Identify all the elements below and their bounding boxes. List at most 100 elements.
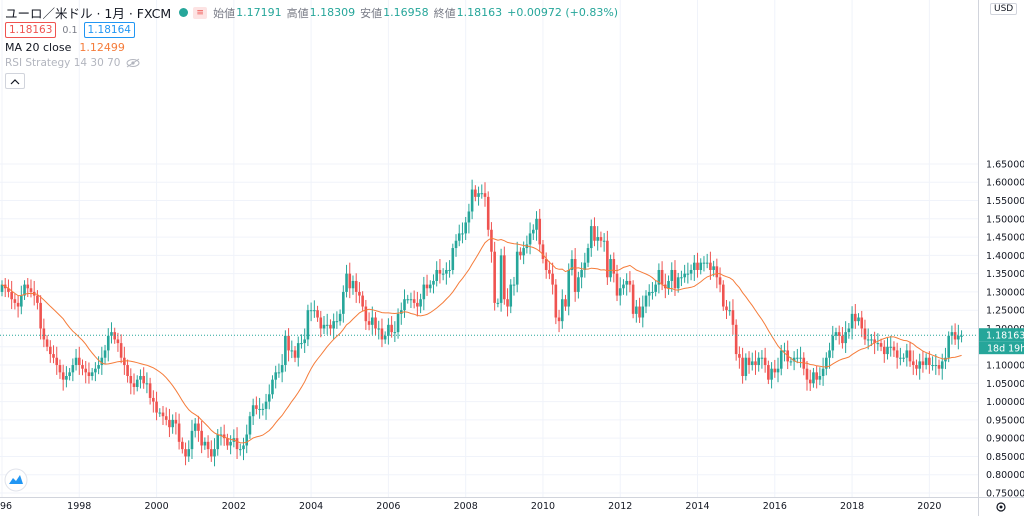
candle-body[interactable] [261, 408, 265, 410]
candle-body[interactable] [638, 306, 641, 318]
candle-body[interactable] [683, 273, 686, 278]
candle-body[interactable] [0, 284, 4, 292]
candle-body[interactable] [7, 288, 10, 292]
candle-body[interactable] [184, 449, 187, 457]
candle-body[interactable] [371, 317, 374, 325]
candle-body[interactable] [721, 284, 725, 307]
candle-body[interactable] [770, 368, 773, 380]
candle-body[interactable] [277, 372, 281, 374]
candle-body[interactable] [226, 438, 229, 446]
candle-body[interactable] [541, 244, 545, 260]
candle-body[interactable] [477, 193, 480, 197]
candle-body[interactable] [374, 317, 377, 329]
candle-body[interactable] [387, 324, 390, 336]
candle-body[interactable] [242, 445, 245, 450]
candle-body[interactable] [155, 401, 158, 413]
candle-body[interactable] [564, 299, 567, 307]
candle-body[interactable] [219, 434, 223, 436]
candle-body[interactable] [886, 346, 889, 355]
candle-body[interactable] [445, 269, 448, 274]
candle-body[interactable] [818, 376, 822, 380]
candle-body[interactable] [734, 324, 738, 355]
candle-body[interactable] [792, 357, 796, 362]
candle-body[interactable] [438, 269, 442, 274]
candle-body[interactable] [71, 365, 75, 373]
candle-body[interactable] [26, 284, 30, 289]
candle-body[interactable] [348, 273, 352, 289]
candle-body[interactable] [805, 368, 809, 380]
candle-body[interactable] [931, 365, 934, 367]
candle-body[interactable] [29, 288, 33, 292]
candle-body[interactable] [135, 379, 139, 387]
candle-body[interactable] [145, 383, 149, 385]
currency-button[interactable]: USD [990, 3, 1018, 15]
candle-body[interactable] [187, 449, 191, 457]
candle-body[interactable] [728, 310, 732, 312]
candle-body[interactable] [290, 350, 294, 352]
candle-body[interactable] [689, 269, 693, 274]
candle-body[interactable] [435, 269, 438, 281]
candle-body[interactable] [731, 310, 735, 325]
candle-body[interactable] [338, 313, 342, 322]
candle-body[interactable] [16, 302, 20, 307]
candle-body[interactable] [200, 430, 203, 446]
candle-body[interactable] [364, 306, 368, 322]
candle-body[interactable] [361, 295, 364, 307]
candle-body[interactable] [940, 361, 944, 369]
candle-body[interactable] [554, 284, 558, 318]
candle-body[interactable] [148, 383, 152, 398]
candle-body[interactable] [670, 269, 674, 281]
candle-body[interactable] [577, 277, 580, 292]
tradingview-logo-icon[interactable] [4, 468, 28, 492]
candle-body[interactable] [609, 259, 612, 278]
candle-body[interactable] [490, 229, 493, 252]
candle-body[interactable] [618, 288, 622, 296]
candle-body[interactable] [77, 357, 81, 366]
candle-body[interactable] [515, 251, 519, 285]
candle-body[interactable] [589, 226, 593, 249]
candle-body[interactable] [754, 361, 757, 366]
candle-body[interactable] [635, 306, 638, 314]
candle-body[interactable] [45, 339, 49, 347]
candle-body[interactable] [113, 332, 116, 340]
candle-body[interactable] [158, 412, 162, 414]
candle-body[interactable] [100, 357, 104, 366]
candle-body[interactable] [918, 361, 921, 369]
candle-body[interactable] [744, 357, 748, 377]
candle-body[interactable] [94, 368, 97, 373]
candle-body[interactable] [316, 310, 319, 318]
candle-body[interactable] [493, 251, 496, 303]
candle-body[interactable] [828, 350, 831, 358]
buy-price-button[interactable]: 1.18164 [83, 22, 135, 38]
candle-body[interactable] [496, 302, 500, 304]
candle-body[interactable] [322, 324, 326, 329]
candle-body[interactable] [953, 332, 957, 340]
candle-body[interactable] [870, 339, 873, 341]
settings-gear-icon[interactable] [996, 502, 1006, 512]
candle-body[interactable] [377, 328, 381, 330]
candle-body[interactable] [461, 233, 464, 235]
candle-body[interactable] [506, 299, 509, 307]
candle-body[interactable] [284, 335, 287, 366]
candle-body[interactable] [905, 350, 909, 358]
candle-body[interactable] [293, 350, 297, 358]
candle-body[interactable] [957, 335, 960, 340]
candle-body[interactable] [10, 291, 13, 300]
candle-body[interactable] [715, 266, 719, 278]
candle-body[interactable] [13, 299, 17, 303]
candle-body[interactable] [593, 226, 596, 241]
candle-body[interactable] [335, 321, 339, 323]
candle-body[interactable] [815, 372, 818, 380]
candle-body[interactable] [560, 299, 564, 322]
candle-body[interactable] [416, 302, 419, 307]
candle-body[interactable] [532, 229, 535, 234]
candle-body[interactable] [799, 357, 802, 359]
candle-body[interactable] [837, 332, 841, 336]
candle-body[interactable] [103, 350, 107, 358]
candle-body[interactable] [222, 434, 226, 439]
candle-body[interactable] [631, 284, 635, 314]
candle-body[interactable] [448, 269, 451, 271]
candle-body[interactable] [42, 328, 46, 340]
candle-body[interactable] [673, 269, 677, 289]
candle-body[interactable] [680, 277, 683, 279]
